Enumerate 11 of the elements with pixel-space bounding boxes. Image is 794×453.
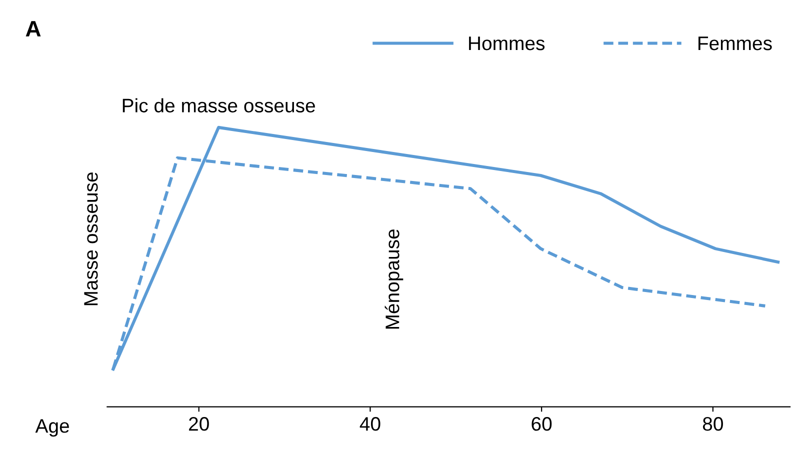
legend-label: Femmes [698, 36, 772, 50]
y-axis-title: Masse osseuse [84, 172, 98, 306]
x-tick-label: 20 [189, 417, 209, 431]
x-tick-label: 80 [702, 417, 723, 431]
x-tick-label: 60 [532, 417, 552, 431]
x-axis-title: Age [35, 419, 69, 437]
legend-label: Hommes [469, 36, 545, 50]
chart-title: A [26, 21, 41, 36]
annotation: Pic de masse osseuse [122, 98, 315, 112]
x-tick-label: 40 [360, 417, 380, 431]
annotation: Ménopause [384, 229, 404, 329]
